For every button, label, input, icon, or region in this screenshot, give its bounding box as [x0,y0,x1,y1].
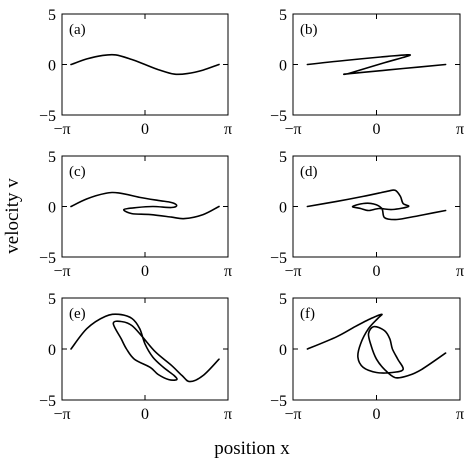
panel-label: (d) [300,164,318,180]
panel-label: (a) [69,22,86,38]
panel-label: (e) [69,306,86,322]
trajectory-curve [70,53,220,76]
x-tick-label: 0 [373,406,381,423]
panel-2: 5 0 −5−π 0 π (b) [270,7,464,138]
trajectory-curve [70,191,220,220]
x-tick-label: 0 [141,263,149,280]
panel-frame [61,297,229,401]
x-tick-label: −π [284,121,301,138]
y-tick-label: 5 [48,7,56,24]
x-tick-label: −π [284,406,301,423]
trajectory-curve [306,54,447,76]
panel-6: 5 0 −5−π 0 π (f) [270,291,464,423]
x-tick-label: −π [53,263,70,280]
y-tick-label: 5 [279,291,287,308]
x-tick-label: π [224,263,232,280]
y-tick-label: 0 [279,200,287,217]
y-tick-label: −5 [270,250,287,267]
trajectory-curve [70,313,220,383]
y-tick-label: 5 [48,291,56,308]
y-tick-label: 5 [279,7,287,24]
x-tick-label: π [456,406,464,423]
y-tick-label: −5 [270,393,287,410]
panel-label: (b) [300,22,318,38]
x-tick-label: π [224,406,232,423]
panel-frame [292,155,461,258]
x-tick-label: 0 [373,263,381,280]
trajectory-curve [306,189,447,221]
y-tick-label: 0 [48,58,56,75]
y-tick-label: 5 [279,149,287,166]
x-axis-label: position x [214,438,290,459]
panel-frame [292,297,461,401]
x-tick-label: −π [284,263,301,280]
x-tick-label: π [456,121,464,138]
x-tick-label: 0 [373,121,381,138]
y-axis-label: velocity v [2,178,23,254]
y-tick-label: 0 [48,200,56,217]
y-tick-label: 0 [279,342,287,359]
y-tick-label: −5 [39,108,56,125]
y-tick-label: 5 [48,149,56,166]
panel-1: 5 0 −5−π 0 π (a) [39,7,232,138]
y-tick-label: −5 [270,108,287,125]
x-tick-label: 0 [141,121,149,138]
x-tick-label: −π [53,406,70,423]
y-tick-label: −5 [39,393,56,410]
panel-label: (c) [69,164,86,180]
y-tick-label: −5 [39,250,56,267]
panel-5: 5 0 −5−π 0 π (e) [39,291,232,423]
panels: 50−5−π 0 π(a)50−5−π 0 π(b)50−5−π 0 π(c)50−5−π 0… [39,7,464,423]
y-tick-label: 0 [48,342,56,359]
x-tick-label: π [456,263,464,280]
x-tick-label: 0 [141,406,149,423]
panel-label: (f) [300,306,315,322]
panel-4: 5 0 −5−π 0 π (d) [270,149,464,280]
x-tick-label: π [224,121,232,138]
panel-3: 5 0 −5−π 0 π (c) [39,149,232,280]
x-tick-label: −π [53,121,70,138]
trajectory-curve [306,313,447,379]
y-tick-label: 0 [279,58,287,75]
